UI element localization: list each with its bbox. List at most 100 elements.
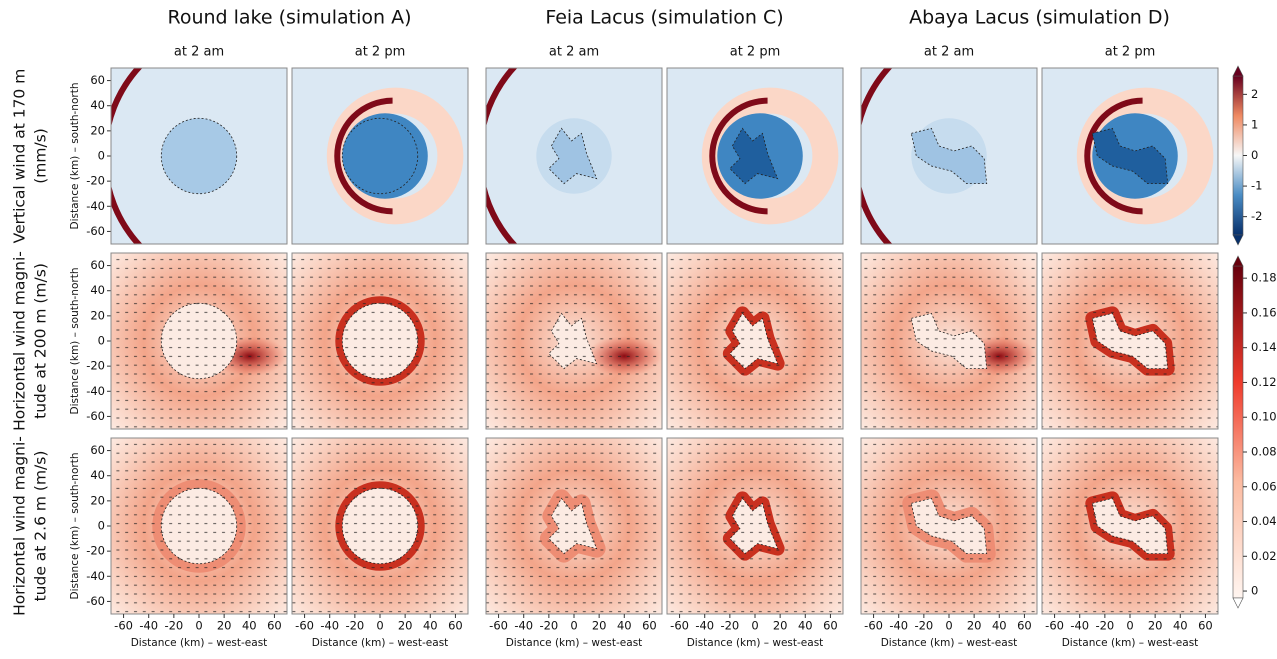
x-tick-label: 40 [1173,619,1188,633]
y-axis-label: Distance (km) – south-north [69,453,81,600]
y-tick-label: -60 [86,224,105,238]
y-tick-label: -40 [86,569,105,583]
x-tick-label: 40 [617,619,632,633]
lake-outline [729,127,779,185]
panel [486,253,662,429]
x-tick-label: 60 [1198,619,1213,633]
colorbar-tick-label: 0.10 [1251,410,1277,424]
panel-frame [485,67,663,245]
x-tick-label: -40 [139,619,158,633]
lake-outline [160,117,238,195]
y-axis-label: Distance (km) – south-north [69,268,81,415]
x-axis-label: Distance (km) – west-east [131,637,268,649]
colorbar [1232,265,1244,599]
colorbar-tick-label: -1 [1251,179,1262,193]
wind-vectors [111,253,287,429]
x-tick-label: -20 [164,619,183,633]
x-tick-label: -40 [514,619,533,633]
colorbar-tick-label: 0.04 [1251,514,1277,528]
colorbar-tick-label: 0.06 [1251,479,1277,493]
cold-core [342,113,428,199]
colorbar-extend [1232,234,1244,246]
x-tick-label: -20 [1095,619,1114,633]
x-axis-label: Distance (km) – west-east [881,637,1018,649]
colorbar-tick-label: 1 [1251,117,1258,131]
x-tick-label: 0 [945,619,952,633]
panel [486,438,662,614]
panel [292,438,468,614]
ring-front [1084,97,1143,215]
lake-outline [1091,127,1169,185]
y-tick-label: -40 [86,384,105,398]
row-label: Horizontal wind magni- [11,436,29,616]
panel-subtitle: at 2 am [174,45,224,60]
column-title: Abaya Lacus (simulation D) [909,7,1170,29]
row-label: Horizontal wind magni- [11,251,29,431]
y-axis-label: Distance (km) – south-north [69,83,81,230]
panel-frame [860,67,1038,245]
lake-outline [548,127,598,185]
panel-subtitle: at 2 pm [355,45,406,60]
wind-vectors [292,438,468,614]
x-tick-label: -60 [864,619,883,633]
x-tick-label: 60 [448,619,463,633]
x-tick-label: 20 [1148,619,1163,633]
colorbar-tick-label: 0.18 [1251,271,1277,285]
y-tick-label: 20 [90,308,105,322]
colorbar-extend [1232,65,1244,77]
x-tick-label: 0 [1126,619,1133,633]
x-tick-label: 20 [967,619,982,633]
x-tick-label: 40 [798,619,813,633]
colorbar-tick-label: 0.02 [1251,549,1277,563]
colorbar-extend [1232,255,1244,267]
x-tick-label: -60 [1045,619,1064,633]
colorbar-tick-label: 0 [1251,148,1258,162]
panel [861,253,1037,429]
x-tick-label: -60 [295,619,314,633]
y-tick-label: 60 [90,73,105,87]
wind-vectors [111,438,287,614]
x-axis-label: Distance (km) – west-east [312,637,449,649]
row-label: tude at 2.6 m (m/s) [32,451,50,602]
panel [111,438,287,614]
y-tick-label: -20 [86,174,105,188]
wind-vectors [486,438,662,614]
panel-frame [110,67,288,245]
x-tick-label: -60 [114,619,133,633]
panel [1042,438,1218,614]
wind-vectors [1042,253,1218,429]
colorbar-tick-label: 0.14 [1251,340,1277,354]
x-tick-label: 20 [592,619,607,633]
panel [667,68,843,244]
x-tick-label: 60 [823,619,838,633]
x-tick-label: -20 [720,619,739,633]
panel-subtitle: at 2 am [924,45,974,60]
y-tick-label: -20 [86,544,105,558]
wind-vectors [861,438,1037,614]
panel-frame [1041,67,1219,245]
wind-vectors [1042,438,1218,614]
panel [292,68,468,244]
y-tick-label: -40 [86,199,105,213]
wind-vectors [861,253,1037,429]
x-tick-label: 0 [376,619,383,633]
x-tick-label: 0 [195,619,202,633]
y-tick-label: 20 [90,493,105,507]
x-tick-label: 20 [398,619,413,633]
x-tick-label: 60 [1017,619,1032,633]
colorbar-tick-label: 2 [1251,87,1258,101]
x-tick-label: 20 [773,619,788,633]
x-tick-label: 60 [267,619,282,633]
row-label: Vertical wind at 170 m [11,69,29,244]
panel-frame [860,252,1038,430]
colorbar-tick-label: -2 [1251,209,1262,223]
panel [111,253,287,429]
x-tick-label: 20 [217,619,232,633]
row-label: (mm/s) [32,128,50,184]
wind-vectors [292,253,468,429]
panel [111,68,287,244]
panel-frame [110,252,288,430]
panel-frame [666,252,844,430]
x-tick-label: -60 [670,619,689,633]
x-tick-label: -40 [695,619,714,633]
